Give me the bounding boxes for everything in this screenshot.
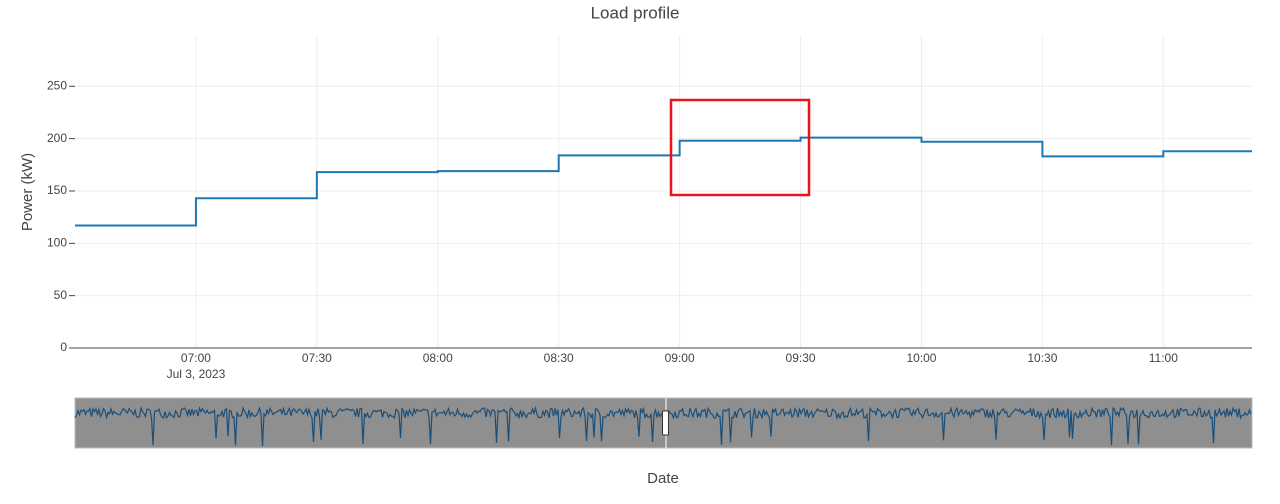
x-axis-title: Date xyxy=(647,470,679,487)
chart-title: Load profile xyxy=(591,3,680,22)
y-tick-label: 150 xyxy=(47,183,67,197)
y-tick-label: 200 xyxy=(47,131,67,145)
x-tick-label: 10:00 xyxy=(906,351,936,365)
range-slider-handle[interactable] xyxy=(662,410,669,436)
y-axis-title: Power (kW) xyxy=(19,153,36,231)
range-slider[interactable] xyxy=(74,397,1253,449)
y-tick-label: 50 xyxy=(54,288,68,302)
x-tick-label: 08:30 xyxy=(544,351,574,365)
x-tick-label: 09:00 xyxy=(665,351,695,365)
y-tick-label: 100 xyxy=(47,235,67,249)
x-date-label: Jul 3, 2023 xyxy=(167,367,226,381)
x-tick-label: 08:00 xyxy=(423,351,453,365)
highlight-box xyxy=(669,98,811,197)
y-tick-label: 0 xyxy=(60,340,67,354)
line-series xyxy=(75,136,1252,227)
x-tick-label: 07:30 xyxy=(302,351,332,365)
x-tick-label: 11:00 xyxy=(1149,351,1178,365)
plot-area: 07:00 Jul 3, 2023 07:30 08:00 08:30 09:00 09:3… xyxy=(47,35,1252,381)
x-tick-label: 09:30 xyxy=(786,351,816,365)
y-tick-label: 250 xyxy=(47,78,67,92)
x-tick-label: 07:00 xyxy=(181,351,211,365)
x-tick-label: 10:30 xyxy=(1027,351,1057,365)
